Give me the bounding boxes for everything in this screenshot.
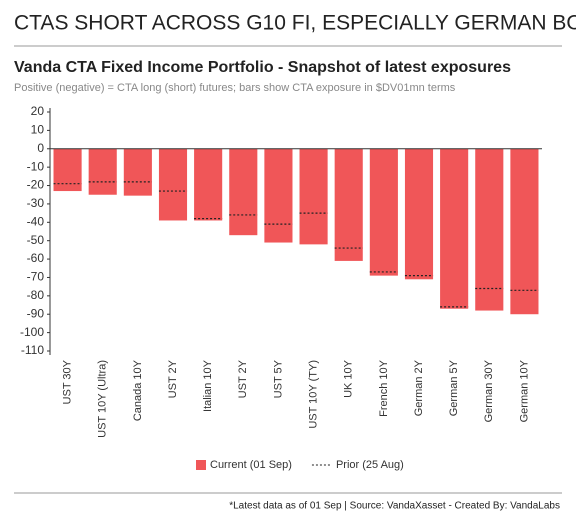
- x-tick-label: French 10Y: [378, 359, 390, 417]
- footnote: *Latest data as of 01 Sep | Source: Vand…: [229, 501, 560, 512]
- bar: [264, 148, 293, 243]
- bar: [88, 148, 117, 195]
- bar: [404, 148, 434, 280]
- x-tick-label: UK 10Y: [343, 359, 355, 398]
- x-tick-label: UST 30Y: [61, 359, 73, 404]
- bar: [229, 148, 258, 236]
- y-tick-label: -70: [27, 270, 45, 284]
- x-tick-label: UST 10Y (TY): [307, 360, 319, 429]
- x-tick-label: German 2Y: [413, 359, 425, 416]
- bar: [440, 148, 469, 309]
- y-tick-label: -50: [27, 233, 45, 247]
- y-tick-label: 10: [31, 123, 45, 137]
- x-tick-label: UST 5Y: [272, 359, 284, 398]
- y-tick-label: -90: [27, 306, 45, 320]
- bar: [510, 148, 539, 315]
- x-tick-label: German 5Y: [448, 359, 460, 416]
- bar: [123, 148, 152, 196]
- chart-title: Vanda CTA Fixed Income Portfolio - Snaps…: [14, 59, 511, 76]
- chart-subtitle: Positive (negative) = CTA long (short) f…: [14, 82, 456, 94]
- y-tick-label: -100: [20, 325, 44, 339]
- y-tick-label: -10: [27, 159, 45, 173]
- bar: [334, 148, 363, 261]
- legend-swatch: [196, 460, 206, 470]
- y-tick-label: 20: [31, 104, 45, 118]
- bar: [194, 148, 223, 221]
- bar: [53, 148, 82, 192]
- y-tick-label: -60: [27, 251, 45, 265]
- x-tick-label: UST 10Y (Ultra): [97, 360, 109, 438]
- x-tick-label: Italian 10Y: [202, 359, 214, 412]
- y-tick-label: -20: [27, 178, 45, 192]
- x-tick-label: German 10Y: [518, 359, 530, 422]
- bar: [299, 148, 328, 245]
- x-tick-label: UST 2Y: [237, 359, 249, 398]
- y-tick-label: -40: [27, 214, 45, 228]
- bar: [475, 148, 504, 311]
- legend-label: Prior (25 Aug): [336, 459, 404, 471]
- header: CTAS SHORT ACROSS G10 FI, ESPECIALLY GER…: [14, 12, 576, 35]
- x-tick-label: German 30Y: [483, 359, 495, 422]
- x-tick-label: Canada 10Y: [132, 359, 144, 421]
- y-tick-label: -30: [27, 196, 45, 210]
- x-tick-label: UST 2Y: [167, 359, 179, 398]
- y-tick-label: -110: [21, 343, 44, 357]
- y-tick-label: -80: [27, 288, 45, 302]
- bar: [369, 148, 398, 276]
- bar: [158, 148, 188, 221]
- y-tick-label: 0: [37, 141, 44, 155]
- legend-label: Current (01 Sep): [210, 459, 292, 471]
